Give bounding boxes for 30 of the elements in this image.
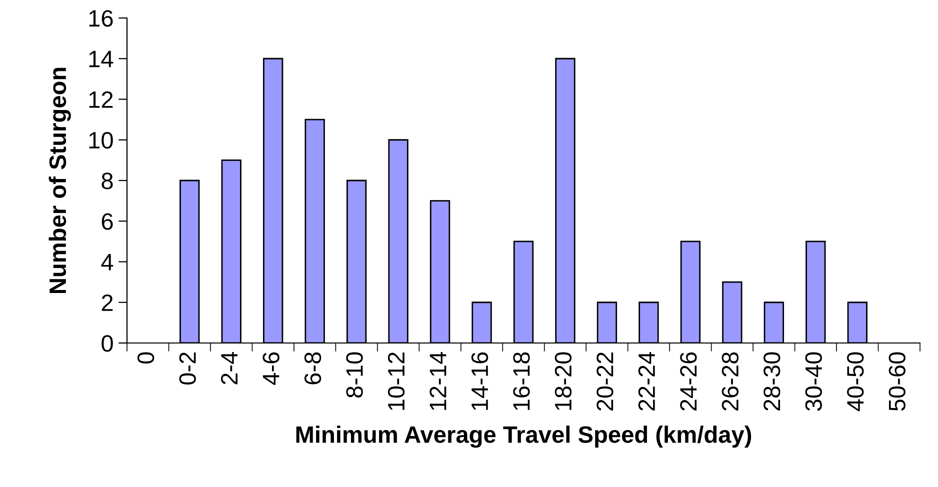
y-tick-label: 6 bbox=[102, 213, 113, 230]
x-tick-label: 40-50 bbox=[847, 352, 864, 412]
y-tick-label: 12 bbox=[89, 91, 113, 108]
x-tick-label: 22-24 bbox=[638, 352, 655, 411]
y-tick-label: 16 bbox=[89, 10, 113, 27]
x-tick-label: 18-20 bbox=[554, 352, 572, 410]
x-tick-label: 20-22 bbox=[596, 352, 614, 411]
x-tick-label: 6-8 bbox=[304, 352, 322, 384]
x-tick-label: 8-10 bbox=[346, 352, 363, 398]
y-tick-label: 14 bbox=[89, 50, 114, 68]
x-axis-title: Minimum Average Travel Speed (km/day) bbox=[296, 426, 752, 448]
x-tick-label: 2-4 bbox=[220, 352, 238, 384]
x-tick-label: 0-2 bbox=[179, 352, 196, 385]
x-tick-label: 4-6 bbox=[262, 352, 280, 385]
y-tick-label: 10 bbox=[89, 132, 113, 149]
x-tick-label: 10-12 bbox=[388, 352, 405, 410]
y-tick-label: 2 bbox=[102, 294, 113, 311]
x-tick-label: 50-60 bbox=[888, 352, 906, 411]
y-tick-label: 8 bbox=[102, 172, 113, 190]
x-tick-label: 12-14 bbox=[430, 352, 446, 410]
x-tick-label: 26-28 bbox=[722, 352, 739, 411]
x-tick-label: 16-18 bbox=[513, 352, 530, 410]
y-tick-label: 4 bbox=[101, 254, 114, 270]
x-tick-label: 24-26 bbox=[680, 352, 697, 411]
x-tick-label: 0 bbox=[137, 352, 154, 364]
y-tick-label: 0 bbox=[102, 335, 113, 352]
x-tick-label: 28-30 bbox=[764, 352, 780, 411]
x-tick-label: 30-40 bbox=[805, 352, 822, 411]
y-axis-title: Number of Sturgeon bbox=[48, 68, 71, 294]
x-tick-label: 14-16 bbox=[471, 352, 488, 410]
